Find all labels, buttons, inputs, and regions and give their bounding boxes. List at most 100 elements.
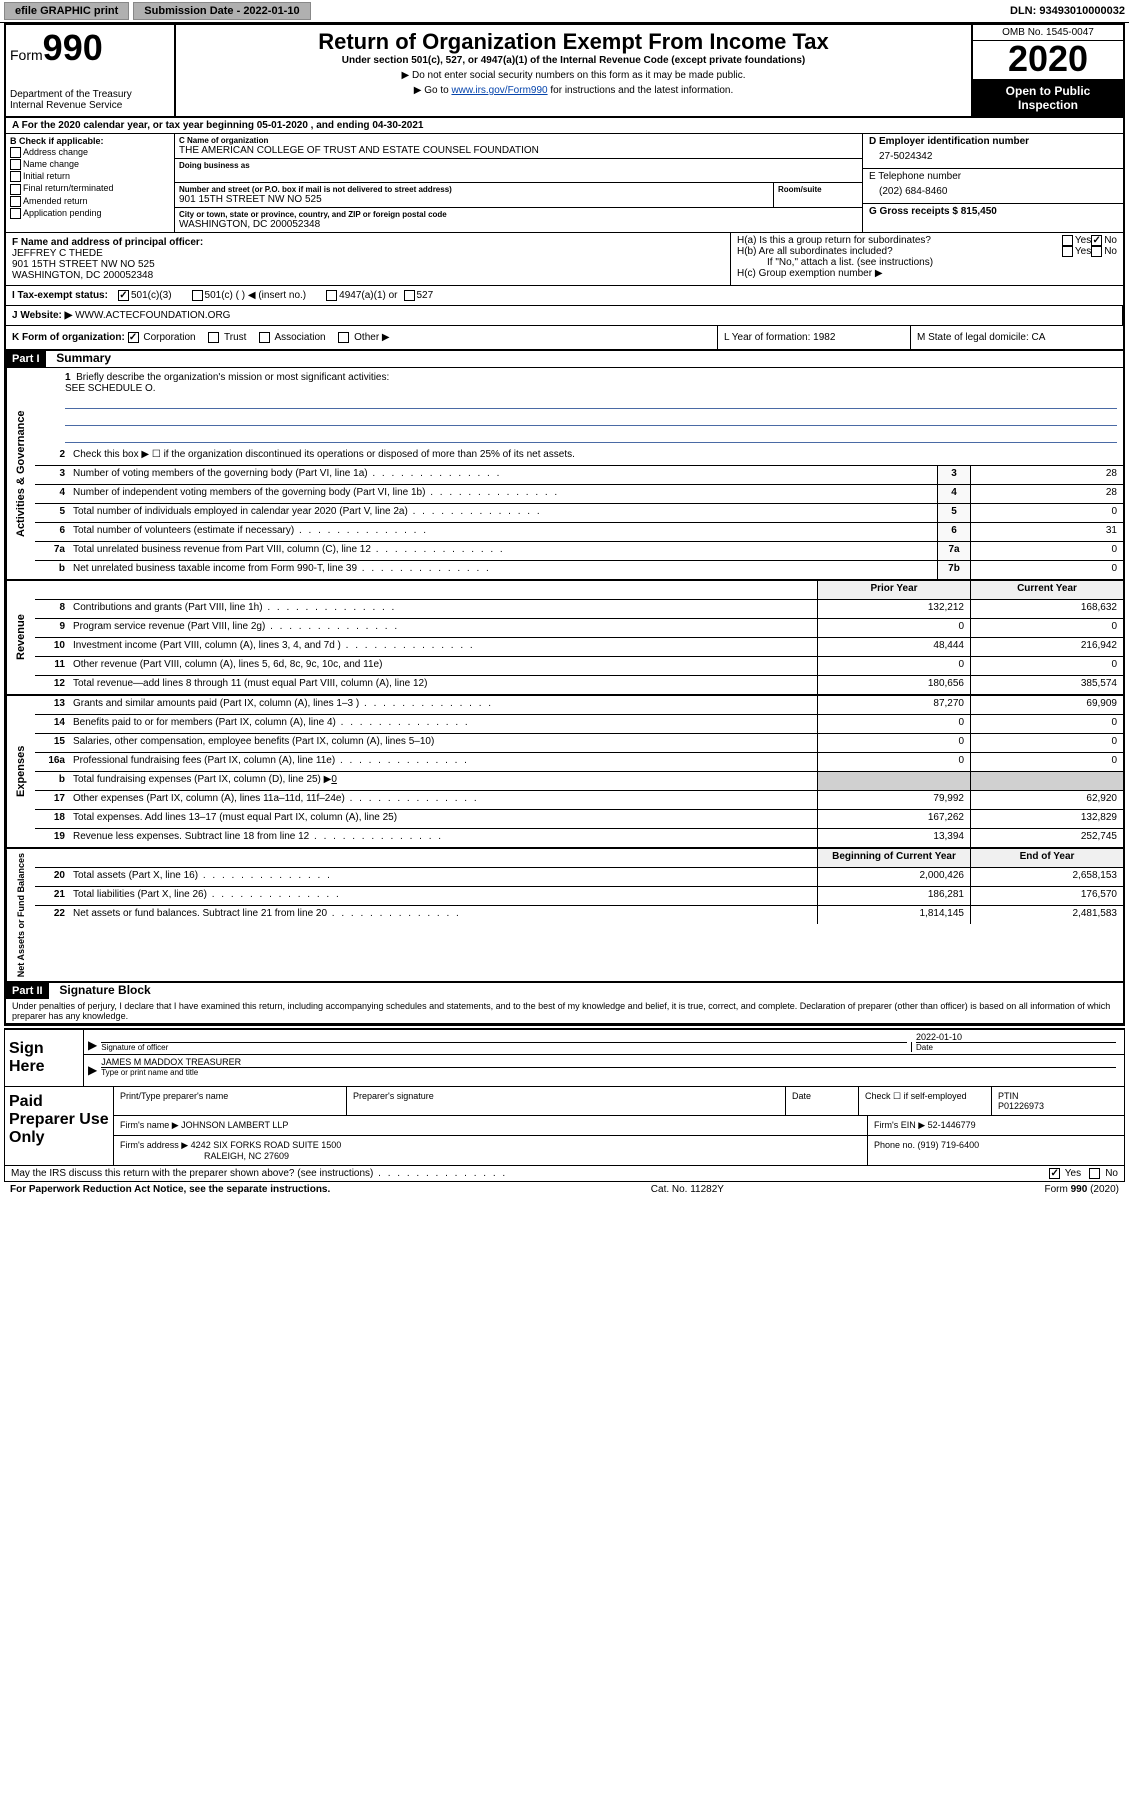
form-title: Return of Organization Exempt From Incom… <box>184 29 963 55</box>
penalty-text: Under penalties of perjury, I declare th… <box>6 999 1123 1024</box>
tax-status-label: I Tax-exempt status: <box>12 290 108 301</box>
dept-label: Department of the Treasury <box>10 89 170 100</box>
ein-value: 27-5024342 <box>869 147 1117 166</box>
form-label: Form <box>10 47 43 63</box>
firm-name: JOHNSON LAMBERT LLP <box>181 1120 288 1130</box>
irs-label: Internal Revenue Service <box>10 100 170 111</box>
officer-block: F Name and address of principal officer:… <box>6 233 731 285</box>
part1-label: Part I <box>6 351 46 367</box>
phone-value: (202) 684-8460 <box>869 182 1117 201</box>
tax-status-row: I Tax-exempt status: 501(c)(3) 501(c) ( … <box>6 286 1123 306</box>
line7a-val: 0 <box>970 542 1123 560</box>
501c3-checkbox[interactable] <box>118 290 129 301</box>
submission-date-button[interactable]: Submission Date - 2022-01-10 <box>133 2 310 20</box>
suite-label: Room/suite <box>778 185 858 194</box>
initial-return-checkbox[interactable] <box>10 171 21 182</box>
expenses-label: Expenses <box>6 696 35 847</box>
phone-label: E Telephone number <box>869 171 1117 182</box>
line3-text: Number of voting members of the governin… <box>69 466 937 484</box>
net-assets-label: Net Assets or Fund Balances <box>6 849 35 981</box>
line5-text: Total number of individuals employed in … <box>69 504 937 522</box>
irs-link[interactable]: www.irs.gov/Form990 <box>451 85 547 96</box>
application-pending-checkbox[interactable] <box>10 208 21 219</box>
line7a-text: Total unrelated business revenue from Pa… <box>69 542 937 560</box>
hb-no-checkbox[interactable] <box>1091 246 1102 257</box>
officer-h-row: F Name and address of principal officer:… <box>6 233 1123 286</box>
final-return-checkbox[interactable] <box>10 184 21 195</box>
part2-label: Part II <box>6 983 49 999</box>
ha-yes-checkbox[interactable] <box>1062 235 1073 246</box>
end-year-header: End of Year <box>970 849 1123 867</box>
trust-checkbox[interactable] <box>208 332 219 343</box>
check-if-applicable: B Check if applicable: Address change Na… <box>6 134 175 232</box>
ptin-label: PTIN <box>998 1091 1019 1101</box>
ha-label: H(a) Is this a group return for subordin… <box>737 235 1062 246</box>
form-id-block: Form990 Department of the Treasury Inter… <box>6 25 176 116</box>
amended-return-checkbox[interactable] <box>10 196 21 207</box>
part1-title: Summary <box>48 351 111 365</box>
firm-addr2: RALEIGH, NC 27609 <box>120 1151 289 1161</box>
mission-block: 1 Briefly describe the organization's mi… <box>35 368 1123 447</box>
cat-no: Cat. No. 11282Y <box>651 1184 724 1195</box>
assoc-checkbox[interactable] <box>259 332 270 343</box>
other-checkbox[interactable] <box>338 332 349 343</box>
prior-year-header: Prior Year <box>817 581 970 599</box>
4947-checkbox[interactable] <box>326 290 337 301</box>
expenses-section: Expenses 13Grants and similar amounts pa… <box>6 696 1123 849</box>
discuss-no-checkbox[interactable] <box>1089 1168 1100 1179</box>
ha-no-checkbox[interactable] <box>1091 235 1102 246</box>
goto-line: ▶ Go to www.irs.gov/Form990 for instruct… <box>184 85 963 96</box>
street-value: 901 15TH STREET NW NO 525 <box>179 194 769 205</box>
org-name-block: C Name of organization THE AMERICAN COLL… <box>175 134 862 232</box>
firm-addr1: 4242 SIX FORKS ROAD SUITE 1500 <box>191 1140 342 1150</box>
sign-here-label: Sign Here <box>5 1030 84 1086</box>
discuss-yes-checkbox[interactable] <box>1049 1168 1060 1179</box>
form-org-label: K Form of organization: <box>12 332 125 343</box>
line5-val: 0 <box>970 504 1123 522</box>
signer-name-label: Type or print name and title <box>101 1067 1116 1077</box>
officer-name: JEFFREY C THEDE <box>12 248 724 259</box>
corp-checkbox[interactable] <box>128 332 139 343</box>
527-checkbox[interactable] <box>404 290 415 301</box>
officer-city: WASHINGTON, DC 200052348 <box>12 270 724 281</box>
begin-year-header: Beginning of Current Year <box>817 849 970 867</box>
efile-button[interactable]: efile GRAPHIC print <box>4 2 129 20</box>
line6-val: 31 <box>970 523 1123 541</box>
section-b-label: B Check if applicable: <box>10 136 170 146</box>
self-emp-label: Check ☐ if self-employed <box>859 1087 992 1115</box>
year-formation: L Year of formation: 1982 <box>718 326 911 349</box>
hb-note: If "No," attach a list. (see instruction… <box>737 257 1117 268</box>
ein-label: D Employer identification number <box>869 136 1117 147</box>
dln-label: DLN: 93493010000032 <box>1010 5 1125 17</box>
name-change-checkbox[interactable] <box>10 159 21 170</box>
arrow-icon: ▶ <box>88 1038 97 1052</box>
ssn-note: ▶ Do not enter social security numbers o… <box>184 70 963 81</box>
form-number: 990 <box>43 27 103 68</box>
paperwork-note: For Paperwork Reduction Act Notice, see … <box>10 1184 330 1195</box>
net-assets-section: Net Assets or Fund Balances Beginning of… <box>6 849 1123 983</box>
sig-officer-label: Signature of officer <box>101 1042 907 1052</box>
form-footer: For Paperwork Reduction Act Notice, see … <box>4 1182 1125 1197</box>
part2-title: Signature Block <box>51 983 150 997</box>
city-value: WASHINGTON, DC 200052348 <box>179 219 858 230</box>
paid-preparer-block: Paid Preparer Use Only Print/Type prepar… <box>4 1087 1125 1166</box>
revenue-section: Revenue Prior YearCurrent Year 8Contribu… <box>6 581 1123 696</box>
officer-label: F Name and address of principal officer: <box>12 237 724 248</box>
form-subtitle: Under section 501(c), 527, or 4947(a)(1)… <box>184 55 963 66</box>
activities-section: Activities & Governance 1 Briefly descri… <box>6 368 1123 581</box>
org-name: THE AMERICAN COLLEGE OF TRUST AND ESTATE… <box>179 145 858 156</box>
firm-ein: Firm's EIN ▶ 52-1446779 <box>868 1116 1124 1135</box>
discuss-text: May the IRS discuss this return with the… <box>11 1168 507 1179</box>
line2-text: Check this box ▶ ☐ if the organization d… <box>69 447 1123 465</box>
print-name-label: Print/Type preparer's name <box>114 1087 347 1115</box>
hb-yes-checkbox[interactable] <box>1062 246 1073 257</box>
current-year-header: Current Year <box>970 581 1123 599</box>
hc-label: H(c) Group exemption number ▶ <box>737 268 1117 279</box>
firm-phone: Phone no. (919) 719-6400 <box>868 1136 1124 1165</box>
preparer-label: Paid Preparer Use Only <box>5 1087 114 1165</box>
website-label: J Website: ▶ <box>12 310 72 321</box>
tax-year: 2020 <box>973 41 1123 80</box>
addr-change-checkbox[interactable] <box>10 147 21 158</box>
line6-text: Total number of volunteers (estimate if … <box>69 523 937 541</box>
501c-checkbox[interactable] <box>192 290 203 301</box>
